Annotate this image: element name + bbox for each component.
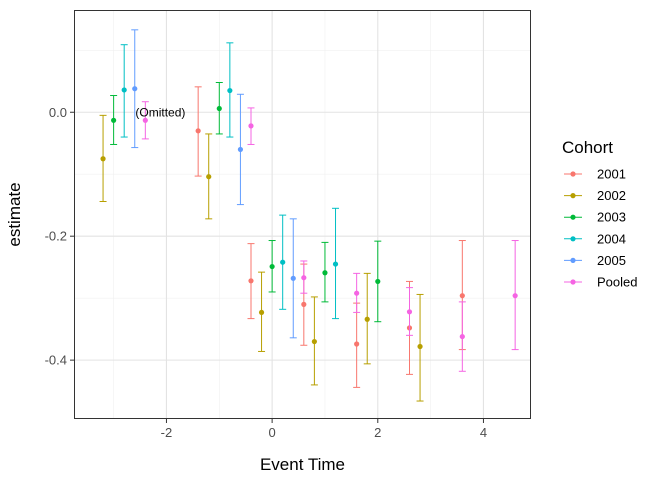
legend-label: 2003	[597, 210, 626, 225]
point-estimate	[248, 278, 254, 284]
legend-label: 2002	[597, 188, 626, 203]
legend-label: 2004	[597, 231, 626, 246]
axis-ticks	[70, 111, 484, 423]
point-estimate	[354, 341, 360, 347]
y-tick-labels: 0.0 -0.2 -0.4	[45, 105, 67, 368]
series-2003	[110, 82, 382, 323]
point-estimate	[100, 156, 106, 162]
point-estimate	[375, 278, 381, 285]
legend-label: Pooled	[597, 275, 637, 290]
y-tick-label: -0.2	[45, 229, 67, 244]
series-pooled	[141, 101, 519, 372]
point-estimate	[322, 270, 328, 276]
data-marks	[99, 29, 519, 402]
point-estimate	[459, 333, 465, 340]
x-tick-label: 0	[269, 425, 276, 440]
legend-item-2002: 2002	[564, 188, 626, 203]
x-tick-label: 2	[374, 425, 381, 440]
point-estimate	[311, 338, 317, 345]
y-axis-title: estimate	[5, 182, 24, 246]
legend-key-point	[570, 171, 576, 177]
x-tick-label: -2	[161, 425, 173, 440]
point-estimate	[417, 343, 423, 350]
point-estimate	[258, 309, 265, 316]
point-estimate	[354, 290, 360, 296]
point-estimate	[142, 117, 148, 123]
legend-item-2004: 2004	[564, 231, 626, 246]
x-tick-labels: -2 0 2 4	[161, 425, 487, 440]
point-estimate	[332, 261, 339, 267]
legend-item-pooled: Pooled	[564, 275, 637, 290]
point-estimate	[459, 293, 465, 299]
legend: Cohort 2001 2002 2003 2004 2005 Pooled	[562, 138, 637, 290]
point-estimate	[132, 86, 138, 92]
point-estimate	[290, 275, 296, 281]
minor-gridlines	[74, 10, 531, 419]
major-gridlines	[74, 10, 531, 419]
point-estimate	[269, 263, 275, 270]
plot-panel-border	[74, 10, 531, 419]
point-estimate	[227, 87, 233, 94]
legend-item-2001: 2001	[564, 167, 626, 182]
plot-panel	[74, 10, 531, 419]
series-2005	[131, 29, 297, 339]
point-estimate	[406, 309, 413, 315]
series-2004	[120, 42, 340, 320]
point-estimate	[111, 117, 117, 123]
x-tick-label: 4	[480, 425, 487, 440]
point-estimate	[301, 301, 307, 307]
x-axis-title: Event Time	[260, 455, 345, 474]
point-estimate	[237, 146, 244, 153]
legend-label: 2001	[597, 167, 626, 182]
point-estimate	[195, 128, 201, 134]
point-estimate	[121, 87, 127, 93]
point-estimate	[301, 275, 307, 281]
point-estimate	[248, 123, 254, 129]
legend-key-point	[570, 257, 576, 263]
series-2002	[99, 114, 424, 402]
legend-key-point	[570, 214, 576, 220]
legend-key-point	[570, 193, 576, 199]
point-estimate	[216, 105, 222, 112]
legend-key-point	[570, 279, 576, 285]
y-tick-label: -0.4	[45, 353, 67, 368]
legend-title: Cohort	[562, 138, 613, 157]
point-estimate	[512, 293, 518, 299]
point-estimate	[206, 174, 212, 180]
omitted-annotation: (Omitted)	[135, 105, 185, 119]
legend-item-2003: 2003	[564, 210, 626, 225]
legend-item-2005: 2005	[564, 253, 626, 268]
legend-key-point	[570, 236, 576, 242]
legend-label: 2005	[597, 253, 626, 268]
y-tick-label: 0.0	[49, 105, 67, 120]
point-estimate	[364, 316, 370, 322]
point-estimate	[280, 259, 286, 265]
